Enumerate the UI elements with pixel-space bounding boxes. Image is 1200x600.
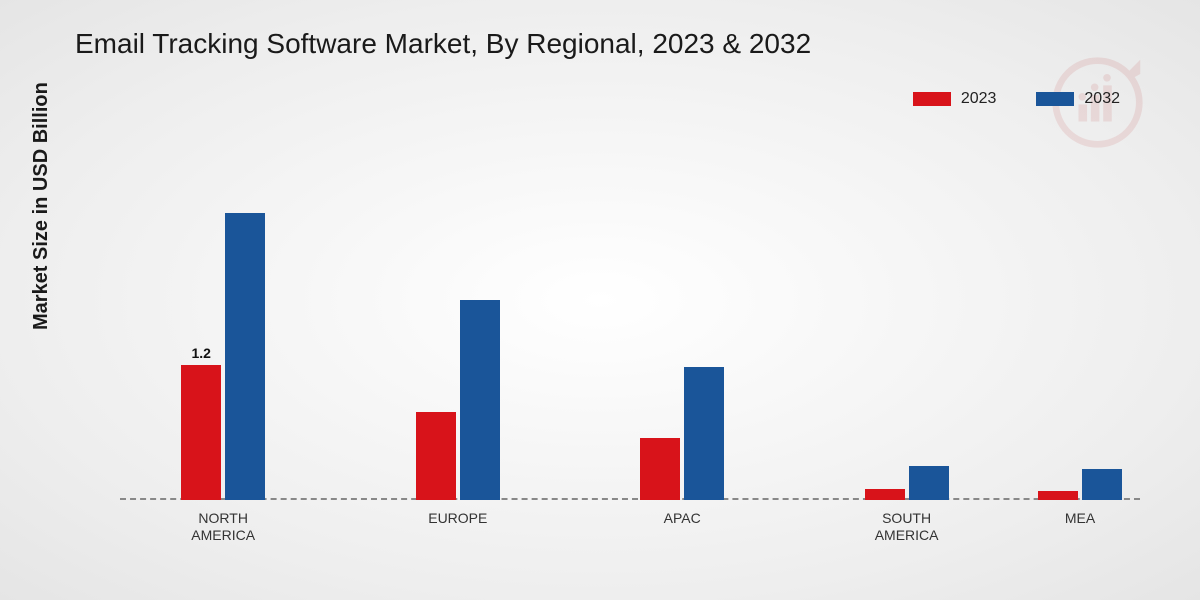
bar-2032 (1082, 469, 1122, 501)
legend: 2023 2032 (913, 90, 1120, 108)
bar-value-label: 1.2 (191, 345, 210, 361)
legend-item-2032: 2032 (1036, 90, 1120, 108)
bar-2032 (684, 367, 724, 500)
x-axis-label: NORTH AMERICA (191, 510, 255, 544)
x-axis-label: EUROPE (428, 510, 487, 527)
chart-plot-area: 1.2NORTH AMERICA EUROPE APAC SOUTH AMERICA M… (120, 140, 1140, 500)
bar-group: SOUTH AMERICA (865, 466, 949, 500)
legend-label-2032: 2032 (1084, 90, 1120, 108)
legend-item-2023: 2023 (913, 90, 997, 108)
x-axis-label: MEA (1065, 510, 1095, 527)
bar-group: 1.2NORTH AMERICA (181, 213, 265, 500)
x-axis-label: SOUTH AMERICA (875, 510, 939, 544)
bar-group: MEA (1038, 469, 1122, 501)
bar-2032 (225, 213, 265, 500)
y-axis-label: Market Size in USD Billion (30, 82, 53, 330)
chart-title: Email Tracking Software Market, By Regio… (75, 28, 811, 60)
bar-group: EUROPE (416, 300, 500, 500)
legend-swatch-2032 (1036, 92, 1074, 106)
baseline-axis (120, 498, 1140, 500)
legend-label-2023: 2023 (961, 90, 997, 108)
bar-group: APAC (640, 367, 724, 500)
bar-2023 (416, 412, 456, 500)
x-axis-label: APAC (664, 510, 701, 527)
bar-2023 (640, 438, 680, 500)
bar-2023: 1.2 (181, 365, 221, 500)
bar-2032 (909, 466, 949, 500)
bar-2023 (865, 489, 905, 500)
bar-2032 (460, 300, 500, 500)
legend-swatch-2023 (913, 92, 951, 106)
bar-2023 (1038, 491, 1078, 500)
